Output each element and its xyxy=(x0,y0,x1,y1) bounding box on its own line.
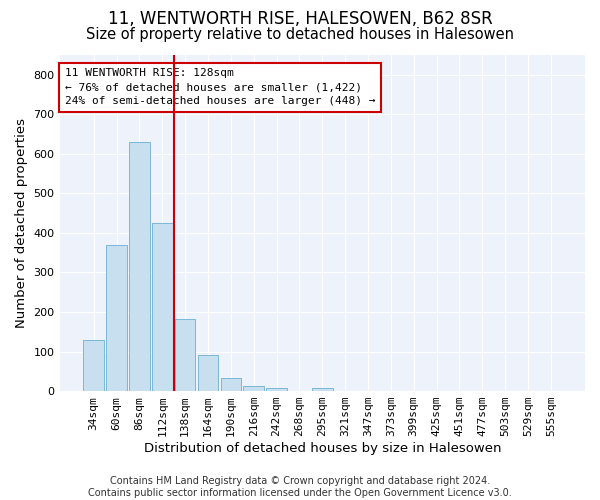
Text: 11 WENTWORTH RISE: 128sqm
← 76% of detached houses are smaller (1,422)
24% of se: 11 WENTWORTH RISE: 128sqm ← 76% of detac… xyxy=(65,68,375,106)
Bar xyxy=(198,356,218,391)
Bar xyxy=(221,378,241,391)
Bar xyxy=(244,386,264,391)
X-axis label: Distribution of detached houses by size in Halesowen: Distribution of detached houses by size … xyxy=(143,442,501,455)
Text: 11, WENTWORTH RISE, HALESOWEN, B62 8SR: 11, WENTWORTH RISE, HALESOWEN, B62 8SR xyxy=(107,10,493,28)
Bar xyxy=(152,223,173,391)
Y-axis label: Number of detached properties: Number of detached properties xyxy=(15,118,28,328)
Bar xyxy=(266,388,287,391)
Bar xyxy=(83,340,104,391)
Bar xyxy=(175,318,196,391)
Bar xyxy=(106,245,127,391)
Text: Size of property relative to detached houses in Halesowen: Size of property relative to detached ho… xyxy=(86,28,514,42)
Bar xyxy=(129,142,150,391)
Text: Contains HM Land Registry data © Crown copyright and database right 2024.
Contai: Contains HM Land Registry data © Crown c… xyxy=(88,476,512,498)
Bar xyxy=(312,388,332,391)
